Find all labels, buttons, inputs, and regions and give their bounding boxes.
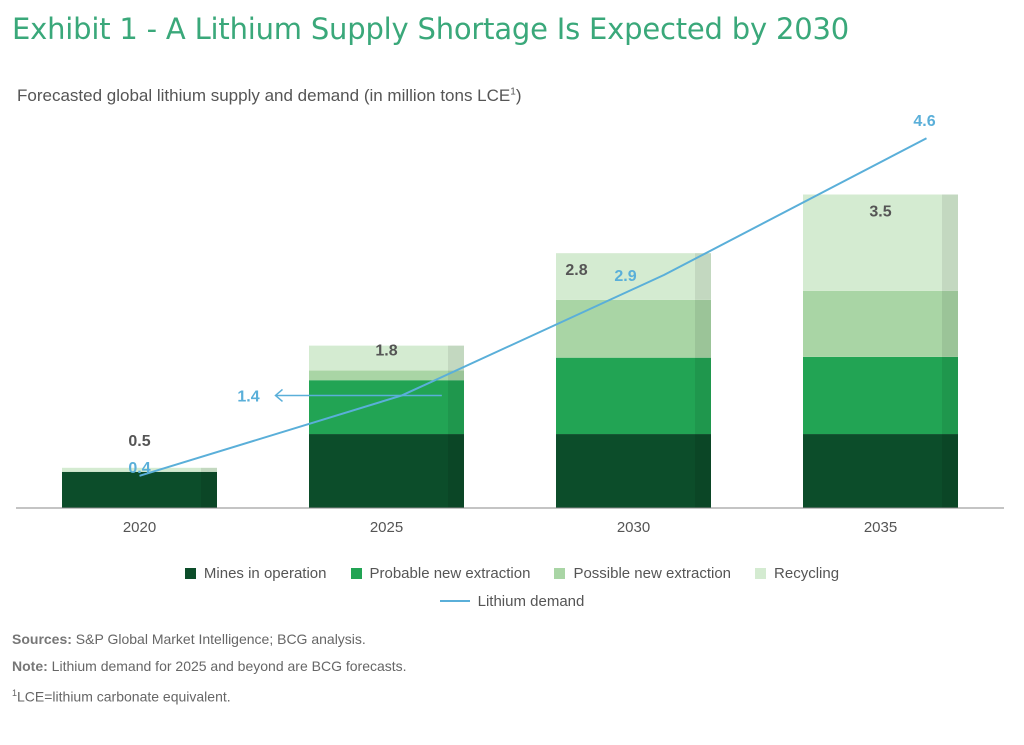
bar-total-label-2035: 3.5 xyxy=(869,204,891,221)
legend-swatch-possible xyxy=(554,567,566,579)
x-tick-label-2035: 2035 xyxy=(864,519,897,536)
chart-notes: Sources: S&P Global Market Intelligence;… xyxy=(12,626,407,711)
footnote-line: 1LCE=lithium carbonate equivalent. xyxy=(12,680,407,711)
legend-label-demand: Lithium demand xyxy=(477,592,585,610)
bar-shade-mines-2035 xyxy=(942,434,958,508)
footnote-text: LCE=lithium carbonate equivalent. xyxy=(17,688,231,705)
subtitle-footnote-mark: 1 xyxy=(510,86,516,98)
bar-shade-mines-2020 xyxy=(201,471,217,508)
bar-segment-probable-2030 xyxy=(556,357,711,435)
bar-shade-mines-2025 xyxy=(448,434,464,508)
legend-label-mines: Mines in operation xyxy=(203,564,327,582)
bar-segment-probable-2035 xyxy=(803,356,958,435)
demand-label-2035: 4.6 xyxy=(913,113,935,130)
legend-swatch-probable xyxy=(350,567,362,579)
bar-shade-mines-2030 xyxy=(695,434,711,508)
bar-shade-recycling-2025 xyxy=(448,345,464,371)
legend-row-bars: Mines in operation Probable new extracti… xyxy=(0,562,1024,584)
x-tick-label-2025: 2025 xyxy=(370,519,403,536)
footnote-mark: 1 xyxy=(12,688,18,698)
legend-swatch-demand xyxy=(439,600,470,602)
bar-shade-probable-2030 xyxy=(695,357,711,435)
legend-row-line: Lithium demand xyxy=(0,590,1024,612)
bar-segment-mines-2025 xyxy=(309,434,464,508)
note-text: Lithium demand for 2025 and beyond are B… xyxy=(47,658,407,674)
demand-line xyxy=(139,137,927,477)
subtitle-end: ) xyxy=(515,86,522,105)
sources-text: S&P Global Market Intelligence; BCG anal… xyxy=(71,631,366,647)
bar-segment-recycling-2020 xyxy=(62,467,217,472)
demand-arrow-head xyxy=(274,388,283,403)
legend-item-mines: Mines in operation xyxy=(184,564,327,582)
bar-shade-recycling-2020 xyxy=(201,467,217,472)
bar-total-label-2020: 0.5 xyxy=(128,433,150,450)
demand-label-2030: 2.9 xyxy=(614,268,636,285)
bar-segment-possible-2035 xyxy=(803,290,958,357)
bar-total-label-2030: 2.8 xyxy=(565,262,587,279)
legend-label-recycling: Recycling xyxy=(774,564,840,582)
note-line: Note: Lithium demand for 2025 and beyond… xyxy=(12,653,407,680)
demand-label-2025: 1.4 xyxy=(237,388,259,405)
sources-label: Sources: xyxy=(12,631,72,647)
bar-total-label-2025: 1.8 xyxy=(375,342,397,359)
legend-label-possible: Possible new extraction xyxy=(573,564,732,582)
bar-shade-probable-2025 xyxy=(448,380,464,435)
bar-shade-possible-2025 xyxy=(448,370,464,381)
bar-segment-mines-2030 xyxy=(556,434,711,508)
bar-segment-mines-2035 xyxy=(803,434,958,508)
bar-segment-recycling-2025 xyxy=(309,345,464,371)
legend-swatch-mines xyxy=(184,567,196,579)
stacked-bar-chart: 2020 2025 2030 2035 0.5 1.8 2.8 3.5 0.4 1.4 2.9 4.6 xyxy=(16,113,1004,536)
exhibit-title: Exhibit 1 - A Lithium Supply Shortage Is… xyxy=(12,12,849,46)
bar-segment-recycling-2035 xyxy=(803,194,958,291)
bar-segment-possible-2030 xyxy=(556,299,711,358)
legend-item-recycling: Recycling xyxy=(755,565,839,582)
note-label: Note: xyxy=(12,658,48,674)
legend-swatch-recycling xyxy=(755,567,767,579)
legend-item-possible: Possible new extraction xyxy=(554,565,731,582)
demand-label-2020: 0.4 xyxy=(128,460,150,477)
bar-shade-recycling-2030 xyxy=(695,253,711,300)
x-tick-label-2030: 2030 xyxy=(617,519,650,536)
bar-segment-probable-2025 xyxy=(309,380,464,435)
bar-segment-mines-2020 xyxy=(62,471,217,508)
chart-legend: Mines in operation Probable new extracti… xyxy=(0,562,1024,612)
legend-item-demand: Lithium demand xyxy=(439,592,585,610)
bar-segment-possible-2025 xyxy=(309,370,464,381)
sources-note: Sources: S&P Global Market Intelligence;… xyxy=(12,626,407,653)
x-tick-label-2020: 2020 xyxy=(123,519,156,536)
legend-label-probable: Probable new extraction xyxy=(369,564,531,582)
subtitle-text: Forecasted global lithium supply and dem… xyxy=(17,86,511,105)
legend-item-probable: Probable new extraction xyxy=(350,564,531,582)
bar-shade-possible-2030 xyxy=(695,299,711,358)
bar-shade-recycling-2035 xyxy=(942,194,958,291)
bar-segment-recycling-2030 xyxy=(556,253,711,300)
bar-shade-probable-2035 xyxy=(942,356,958,435)
bar-shade-possible-2035 xyxy=(942,290,958,357)
chart-subtitle: Forecasted global lithium supply and dem… xyxy=(17,86,522,106)
